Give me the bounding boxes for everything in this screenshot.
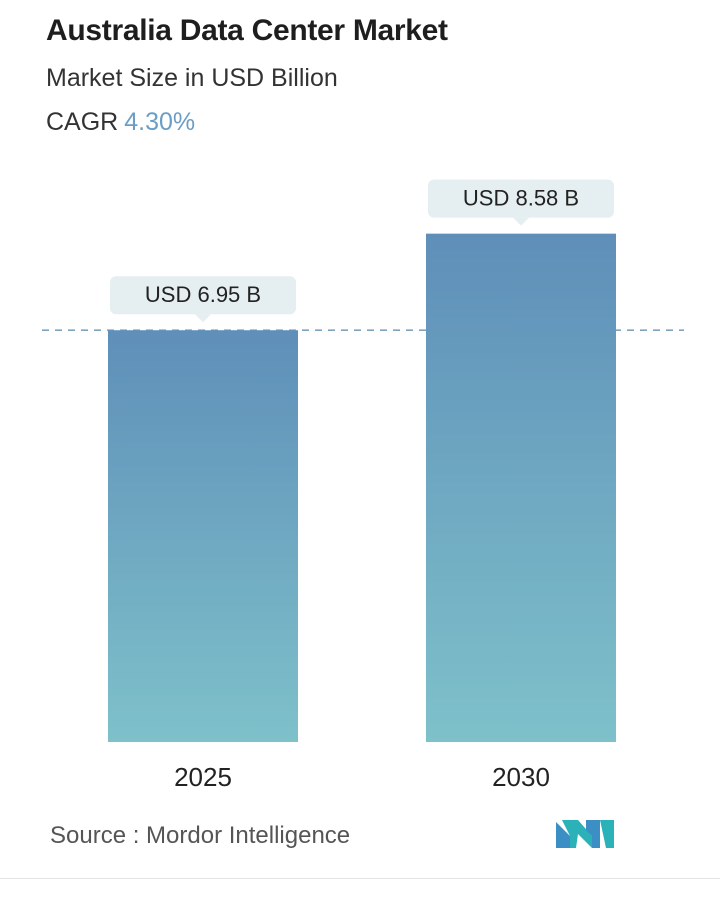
chart-subtitle: Market Size in USD Billion (46, 64, 338, 92)
bar-chart: USD 6.95 B 2025 USD 8.58 B 2030 (42, 179, 684, 792)
chart-title: Australia Data Center Market (46, 14, 448, 47)
category-label-2025: 2025 (174, 762, 232, 792)
data-label-bubble-2030 (428, 179, 614, 226)
bar-2025 (108, 330, 298, 742)
data-label-2030: USD 8.58 B (463, 186, 579, 211)
category-label-2030: 2030 (492, 762, 550, 792)
mordor-intelligence-logo-icon (556, 820, 614, 848)
data-label-2025: USD 6.95 B (145, 282, 261, 307)
source-credit: Source : Mordor Intelligence (50, 822, 351, 849)
bar-2030 (426, 233, 616, 742)
data-label-bubble-2025 (110, 276, 296, 323)
cagr-label: CAGR (46, 108, 119, 136)
cagr-row: CAGR 4.30% (46, 108, 195, 137)
bottom-divider (0, 878, 720, 879)
cagr-value: 4.30% (124, 108, 196, 136)
